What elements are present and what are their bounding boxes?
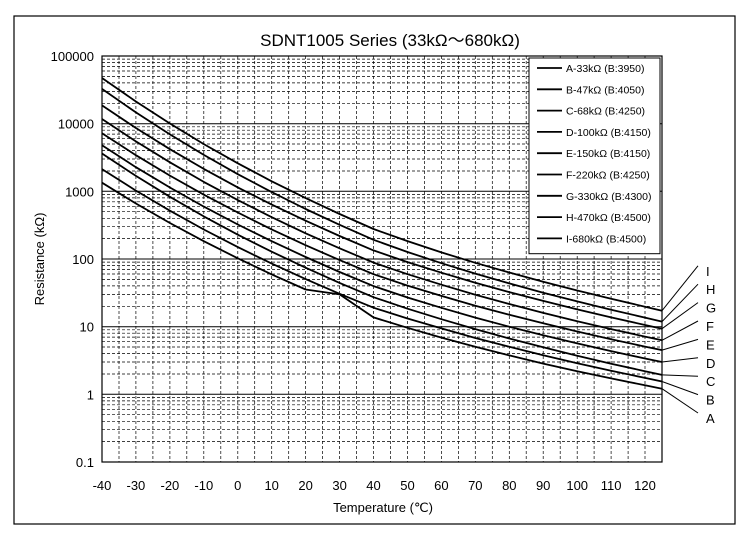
- axis-ticks: -40 -30 -20 -10 0 10 20 30 40 50 60 70 80 90 100 110 120…: [51, 49, 656, 493]
- legend-label: A-33kΩ (B:3950): [566, 63, 644, 75]
- legend-label: G-330kΩ (B:4300): [566, 191, 651, 203]
- series-line: [101, 118, 663, 342]
- series-end-label: H: [706, 282, 715, 297]
- series-line: [101, 104, 663, 330]
- series-line: [101, 181, 663, 390]
- x-tick-label: 60: [434, 478, 448, 493]
- y-tick-label: 10000: [58, 117, 94, 132]
- x-tick-label: -10: [194, 478, 213, 493]
- leader-line: [661, 381, 699, 396]
- x-tick-label: 110: [601, 478, 622, 493]
- series-line: [101, 77, 663, 312]
- x-tick-label: 50: [400, 478, 414, 493]
- x-tick-label: -30: [127, 478, 146, 493]
- legend-label: B-47kΩ (B:4050): [566, 84, 644, 96]
- series-end-label: C: [706, 374, 715, 389]
- series-end-label: A: [706, 411, 715, 426]
- x-tick-label: 30: [332, 478, 346, 493]
- legend-label: C-68kΩ (B:4250): [566, 106, 645, 118]
- y-tick-label: 100000: [51, 49, 94, 64]
- leader-line: [661, 265, 699, 312]
- series-end-label: F: [706, 319, 714, 334]
- leader-line: [661, 283, 699, 322]
- x-tick-label: 70: [468, 478, 482, 493]
- leader-line: [661, 302, 699, 330]
- leader-line: [661, 388, 699, 414]
- series-line: [101, 144, 663, 363]
- legend-label: H-470kΩ (B:4500): [566, 212, 651, 224]
- x-tick-label: 0: [234, 478, 241, 493]
- series-end-label: B: [706, 393, 715, 408]
- series-line: [101, 132, 663, 351]
- series-end-label: D: [706, 356, 715, 371]
- y-tick-label: 1000: [65, 184, 94, 199]
- curves: [101, 77, 663, 390]
- x-tick-label: 40: [366, 478, 380, 493]
- chart-title: SDNT1005 Series (33kΩ～680kΩ): [260, 31, 520, 50]
- x-tick-label: 120: [634, 478, 656, 493]
- grid: [102, 56, 662, 462]
- x-tick-label: -20: [161, 478, 180, 493]
- leader-line: [661, 374, 699, 377]
- legend-label: F-220kΩ (B:4250): [566, 170, 650, 182]
- legend-label: E-150kΩ (B:4150): [566, 148, 650, 160]
- x-tick-label: 80: [502, 478, 516, 493]
- series-line: [101, 88, 663, 323]
- y-tick-label: 100: [72, 252, 94, 267]
- series-line: [101, 152, 663, 376]
- legend-box: [528, 57, 661, 255]
- legend: A-33kΩ (B:3950) B-47kΩ (B:4050) C-68kΩ (B:…: [528, 57, 661, 255]
- y-tick-label: 10: [80, 320, 94, 335]
- x-tick-label: 90: [536, 478, 550, 493]
- leader-line: [661, 357, 699, 363]
- y-tick-label: 1: [87, 387, 94, 402]
- series-end-label: E: [706, 337, 715, 352]
- x-tick-label: 20: [298, 478, 312, 493]
- y-tick-label: 0.1: [76, 455, 94, 470]
- leader-line: [661, 338, 699, 351]
- y-axis-label: Resistance (kΩ): [32, 213, 47, 306]
- x-tick-label: -40: [93, 478, 112, 493]
- legend-label: D-100kΩ (B:4150): [566, 127, 651, 139]
- legend-label: I-680kΩ (B:4500): [566, 233, 646, 245]
- x-axis-label: Temperature (℃): [333, 500, 433, 515]
- series-end-label: G: [706, 301, 716, 316]
- x-tick-label: 10: [264, 478, 278, 493]
- leader-line: [661, 320, 699, 341]
- series-end-label: I: [706, 264, 710, 279]
- x-tick-label: 100: [566, 478, 588, 493]
- plot-border: [101, 55, 663, 463]
- series-line: [101, 168, 663, 383]
